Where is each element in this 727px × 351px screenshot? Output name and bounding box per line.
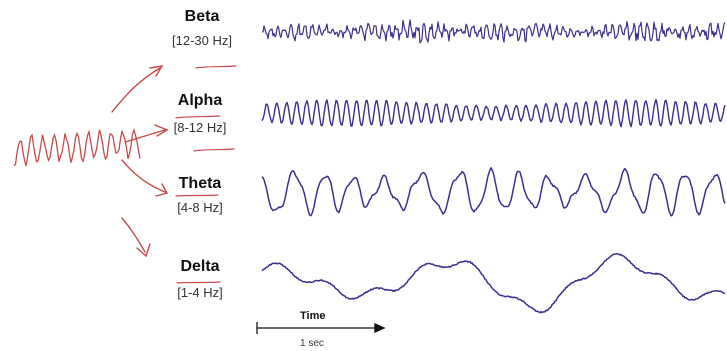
raw-eeg-scribble — [13, 127, 141, 167]
arrow-to-beta — [111, 65, 164, 113]
band-name-alpha: Alpha — [177, 92, 223, 109]
beta-wave — [261, 19, 726, 44]
time-axis-label: Time — [300, 310, 326, 322]
underline-alpha-range — [193, 148, 235, 152]
arrow-to-alpha — [124, 124, 169, 143]
underline-delta-name — [176, 281, 221, 284]
band-range-delta: [1-4 Hz] — [177, 285, 223, 300]
underline-beta-range — [195, 65, 237, 69]
time-scale-bar — [256, 322, 386, 334]
alpha-wave — [261, 98, 726, 128]
band-name-delta: Delta — [180, 258, 220, 275]
underline-alpha-name — [175, 115, 221, 119]
annotation-arrows — [111, 65, 169, 258]
delta-wave — [261, 252, 726, 314]
band-name-theta: Theta — [178, 175, 222, 192]
underline-theta-name — [175, 194, 219, 197]
annotation-underlines — [175, 65, 237, 284]
band-name-beta: Beta — [184, 8, 220, 25]
time-scale-label: 1 sec — [300, 338, 324, 349]
band-range-theta: [4-8 Hz] — [177, 200, 223, 215]
theta-wave — [261, 167, 726, 217]
arrow-to-delta — [121, 217, 151, 258]
band-range-beta: [12-30 Hz] — [172, 33, 232, 48]
band-range-alpha: [8-12 Hz] — [173, 120, 227, 135]
arrow-to-theta — [121, 159, 169, 197]
